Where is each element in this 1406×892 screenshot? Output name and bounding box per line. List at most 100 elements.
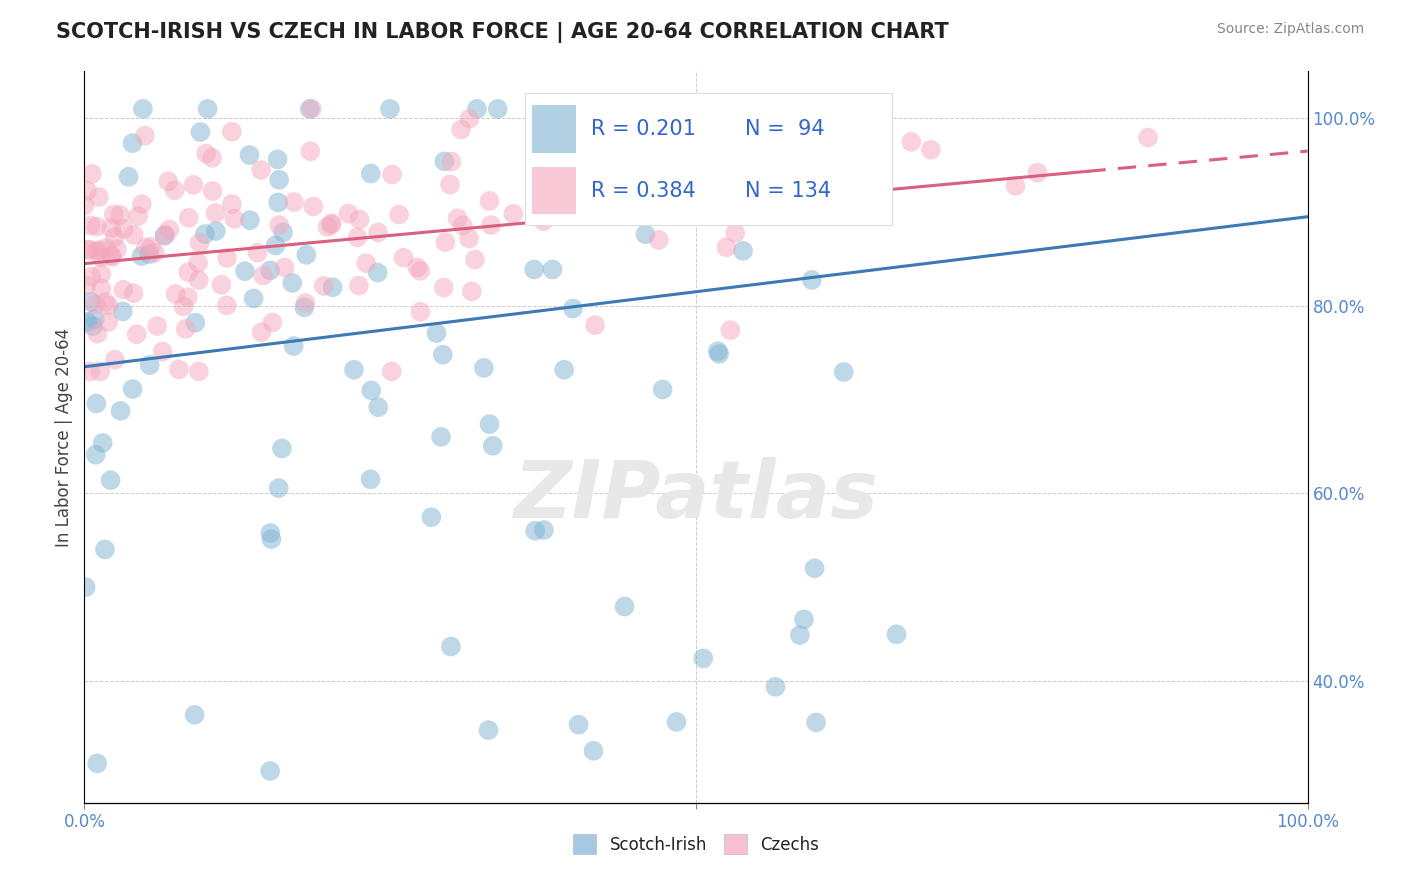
Point bbox=[187, 273, 209, 287]
Point bbox=[347, 278, 370, 293]
Point bbox=[122, 286, 145, 301]
Point bbox=[112, 283, 135, 297]
Point bbox=[187, 364, 209, 378]
Point bbox=[322, 280, 344, 294]
Point bbox=[1026, 166, 1049, 180]
Point bbox=[302, 200, 325, 214]
Point bbox=[259, 263, 281, 277]
Point bbox=[481, 439, 503, 453]
Point bbox=[187, 256, 209, 270]
Point bbox=[794, 169, 817, 184]
Point bbox=[920, 143, 942, 157]
Point bbox=[91, 436, 114, 450]
Point bbox=[103, 207, 125, 221]
Point bbox=[430, 430, 453, 444]
Text: SCOTCH-IRISH VS CZECH IN LABOR FORCE | AGE 20-64 CORRELATION CHART: SCOTCH-IRISH VS CZECH IN LABOR FORCE | A… bbox=[56, 22, 949, 44]
Point bbox=[589, 102, 612, 116]
Point bbox=[439, 178, 461, 192]
Point bbox=[465, 102, 488, 116]
Point bbox=[478, 417, 501, 431]
Point bbox=[201, 151, 224, 165]
Point bbox=[433, 280, 456, 294]
Point bbox=[97, 299, 120, 313]
Point bbox=[266, 153, 288, 167]
Point bbox=[259, 525, 281, 540]
Point bbox=[194, 227, 217, 241]
Point bbox=[122, 227, 145, 242]
Point bbox=[233, 264, 256, 278]
Point bbox=[697, 149, 720, 163]
Point bbox=[105, 242, 128, 256]
Point bbox=[75, 278, 97, 293]
Point bbox=[367, 266, 389, 280]
Point bbox=[153, 227, 176, 242]
Point bbox=[433, 154, 456, 169]
Point bbox=[281, 276, 304, 290]
Point bbox=[631, 187, 654, 202]
Point bbox=[97, 315, 120, 329]
Point bbox=[267, 195, 290, 210]
Point bbox=[108, 208, 131, 222]
Point bbox=[86, 219, 108, 234]
Point bbox=[718, 323, 741, 337]
Point bbox=[269, 218, 291, 232]
Point bbox=[215, 251, 238, 265]
Point bbox=[647, 233, 669, 247]
Point bbox=[224, 211, 246, 226]
Point bbox=[79, 219, 101, 233]
Point bbox=[101, 250, 124, 264]
Point bbox=[79, 364, 101, 378]
Point bbox=[378, 102, 401, 116]
Point bbox=[523, 262, 546, 277]
Point bbox=[111, 304, 134, 318]
Point bbox=[765, 680, 787, 694]
Point bbox=[561, 301, 583, 316]
Point bbox=[100, 221, 122, 235]
Point bbox=[252, 268, 274, 283]
Point bbox=[117, 169, 139, 184]
Point bbox=[127, 209, 149, 223]
Point bbox=[131, 197, 153, 211]
Point bbox=[298, 102, 321, 116]
Point bbox=[409, 305, 432, 319]
Point bbox=[451, 219, 474, 233]
Point bbox=[215, 298, 238, 312]
Point bbox=[84, 297, 107, 311]
Point bbox=[177, 211, 200, 225]
Point bbox=[159, 222, 181, 236]
Point bbox=[204, 206, 226, 220]
Point bbox=[264, 238, 287, 252]
Point bbox=[524, 524, 547, 538]
Point bbox=[299, 145, 322, 159]
Point bbox=[709, 347, 731, 361]
Point bbox=[209, 277, 232, 292]
Point bbox=[367, 400, 389, 414]
Point bbox=[80, 294, 103, 309]
Point bbox=[634, 227, 657, 242]
Point bbox=[90, 267, 112, 281]
Point bbox=[221, 197, 243, 211]
Point bbox=[533, 523, 555, 537]
Point bbox=[259, 764, 281, 778]
Point bbox=[80, 167, 103, 181]
Point bbox=[624, 194, 647, 209]
Point bbox=[89, 364, 111, 378]
Point bbox=[479, 218, 502, 232]
Point bbox=[131, 249, 153, 263]
Point bbox=[477, 723, 499, 738]
Point bbox=[1004, 178, 1026, 193]
Point bbox=[76, 315, 98, 329]
Point bbox=[546, 207, 568, 221]
Point bbox=[360, 472, 382, 486]
Point bbox=[420, 510, 443, 524]
Point bbox=[1136, 130, 1159, 145]
Point bbox=[121, 382, 143, 396]
Point bbox=[242, 292, 264, 306]
Point bbox=[613, 599, 636, 614]
Point bbox=[464, 252, 486, 267]
Point bbox=[321, 216, 343, 230]
Point bbox=[110, 404, 132, 418]
Point bbox=[425, 326, 447, 340]
Point bbox=[789, 628, 811, 642]
Point bbox=[486, 102, 509, 116]
